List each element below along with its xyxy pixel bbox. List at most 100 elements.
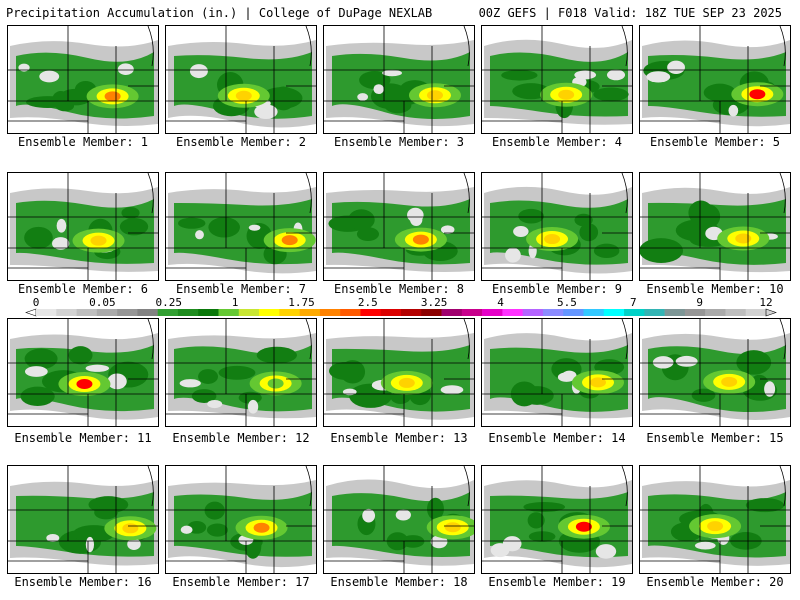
precip-gap [646,71,671,83]
precip-map-14 [482,319,632,426]
precip-gap [513,226,529,238]
state-boundary [621,173,628,214]
colorbar-tick-label: 0 [33,297,40,309]
panel-label: Ensemble Member: 17 [172,575,310,589]
state-boundary [463,26,470,67]
precip-gap [18,63,30,72]
colorbar-swatch [259,309,280,316]
ensemble-panel-20 [639,465,791,574]
panel-label: Ensemble Member: 13 [330,431,468,445]
panel-label: Ensemble Member: 15 [646,431,784,445]
precip-map-4 [482,26,632,133]
precip-gap [357,93,369,101]
precip-gap [85,364,110,372]
precip-map-10 [640,173,790,280]
precip-max-core [735,233,752,244]
colorbar-swatch [603,309,625,316]
ensemble-panel-9 [481,172,633,281]
colorbar-swatch [583,309,605,316]
ensemble-panel-17 [165,465,317,574]
precip-map-8 [324,173,474,280]
colorbar-tick-label: 2.5 [358,297,378,309]
colorbar-swatch [177,309,199,316]
precip-gap [52,237,70,250]
precip-patch [198,369,219,384]
ensemble-panel-3 [323,25,475,134]
panel-label: Ensemble Member: 3 [333,135,465,149]
ensemble-panel-19 [481,465,633,574]
precip-gap [179,379,201,388]
colorbar-swatch [360,309,382,316]
colorbar-tick-label: 7 [630,297,637,309]
colorbar-swatch [563,309,584,316]
precip-map-20 [640,466,790,573]
ensemble-panel-4 [481,25,633,134]
state-boundary [147,319,154,360]
colorbar-tick-label: 4 [497,297,504,309]
ensemble-panel-1 [7,25,159,134]
precip-patch [518,208,544,224]
ensemble-panel-14 [481,318,633,427]
panel-label: Ensemble Member: 9 [491,282,623,296]
precip-max-core [707,521,724,532]
precip-gap [574,70,597,80]
state-boundary [147,466,154,507]
precip-max-core [76,378,93,389]
precip-gap [207,399,223,409]
precip-patch [24,226,53,249]
state-boundary [779,466,786,507]
colorbar-swatch [502,309,523,316]
colorbar-swatch [137,309,158,316]
run-valid-title: 00Z GEFS | F018 Valid: 18Z TUE SEP 23 20… [478,6,782,20]
precip-patch [356,227,380,242]
colorbar-tick-label: 0.05 [89,297,116,309]
precip-map-9 [482,173,632,280]
ensemble-panel-8 [323,172,475,281]
panel-label: Ensemble Member: 16 [14,575,152,589]
precip-gap [342,388,357,396]
colorbar-swatch [117,309,138,316]
colorbar-swatch [340,309,361,316]
precip-patch [238,391,262,404]
precip-gap [373,84,384,95]
precip-max-core [235,90,252,101]
colorbar-swatch [157,309,179,316]
colorbar-swatch [279,309,300,316]
precip-gap [85,536,95,553]
precip-gap [362,508,376,523]
panel-label: Ensemble Member: 20 [646,575,784,589]
precip-patch [703,83,736,102]
precip-max-core [721,376,738,387]
state-boundary [621,26,628,67]
panel-label: Ensemble Member: 4 [491,135,623,149]
precip-map-16 [8,466,158,573]
precip-map-6 [8,173,158,280]
colorbar-left-arrow [25,308,37,317]
precip-gap [248,224,261,231]
colorbar-tick-label: 1 [232,297,239,309]
ensemble-panel-12 [165,318,317,427]
colorbar-swatch [542,309,564,316]
precip-map-13 [324,319,474,426]
precip-patch [121,207,140,219]
colorbar-tick-label: 9 [696,297,703,309]
colorbar-swatch [218,309,240,316]
precip-patch [328,361,363,380]
precip-map-3 [324,26,474,133]
ensemble-panel-6 [7,172,159,281]
precip-gap [382,69,402,77]
precip-gap [247,399,259,414]
precip-gap [430,535,448,549]
precip-gap [557,372,576,382]
precip-map-19 [482,466,632,573]
panel-label: Ensemble Member: 8 [333,282,465,296]
colorbar-swatch [441,309,463,316]
colorbar-swatch [56,309,77,316]
precip-gap [39,70,60,83]
precip-patch [119,218,149,236]
precip-patch [527,512,545,529]
colorbar-tick-label: 3.25 [421,297,448,309]
ensemble-panel-15 [639,318,791,427]
colorbar-swatch [36,309,57,316]
colorbar-swatch [705,309,726,316]
